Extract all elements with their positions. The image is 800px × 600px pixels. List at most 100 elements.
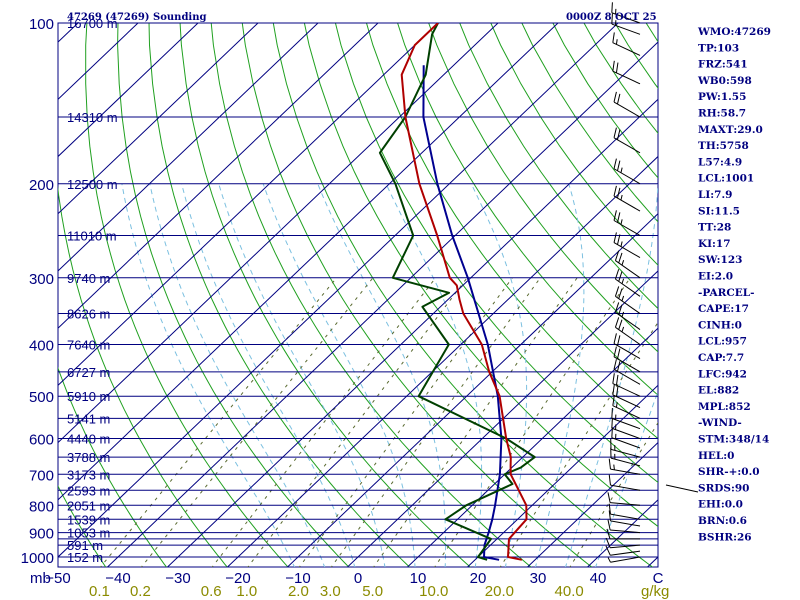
barb-staff (613, 195, 641, 212)
index-value: MAXT:29.0 (698, 124, 763, 136)
isotherm (526, 441, 658, 567)
barb-flag (616, 335, 621, 346)
height-label: 4440 m (67, 432, 110, 447)
wind-barb (611, 13, 641, 35)
index-value: SRDS:90 (698, 482, 750, 494)
wind-barb (608, 458, 641, 475)
moist-adiabat (564, 183, 658, 567)
temperature-label: 10 (410, 570, 427, 587)
barb-flag (613, 232, 617, 243)
barb-flag (614, 317, 620, 328)
barb-flag (614, 250, 620, 261)
parcel-line (422, 65, 503, 561)
barb-flag (613, 127, 617, 138)
wind-barb (612, 60, 641, 85)
index-value: PW:1.55 (698, 91, 746, 103)
barb-staff (610, 513, 641, 520)
isotherm (226, 155, 658, 567)
index-value: KI:17 (698, 238, 731, 250)
wind-barb (607, 556, 641, 563)
wind-barb (608, 510, 641, 527)
barb-flag (616, 160, 621, 171)
temperature-label: 20 (470, 570, 487, 587)
barb-staff (610, 556, 641, 563)
temperature-label: C (653, 570, 664, 587)
temperature-label: 40 (590, 570, 607, 587)
wind-barb (605, 537, 641, 549)
station-title: 47269 (47269) Sounding (67, 12, 207, 23)
wind-barb (614, 317, 641, 345)
index-value: SW:123 (698, 254, 742, 266)
mixing-ratio-line (330, 277, 541, 567)
wind-barb (611, 2, 641, 24)
temperature-label: 30 (530, 570, 547, 587)
height-label: 5910 m (67, 389, 110, 404)
barb-flag (613, 346, 617, 357)
wind-barb (614, 250, 641, 279)
barb-flag (614, 269, 620, 280)
barb-staff (610, 448, 641, 458)
pressure-label: 400 (29, 338, 54, 355)
wind-barb (611, 407, 641, 430)
dry-adiabat (751, 0, 800, 568)
height-label: 14310 m (67, 110, 118, 125)
barb-staff (610, 502, 641, 506)
barb-staff (615, 326, 641, 345)
bshr-pointer (665, 484, 699, 493)
barb-flag (616, 93, 621, 105)
wind-barb (613, 91, 641, 118)
moist-adiabat (218, 183, 386, 567)
index-value: STM:348/14 (698, 434, 769, 446)
index-value: LCL:957 (698, 336, 747, 348)
wind-barb (613, 158, 641, 185)
pressure-label: 700 (29, 467, 54, 484)
wind-barb (614, 286, 641, 314)
barb-flag (616, 234, 621, 245)
height-label: 11010 m (67, 228, 117, 243)
wind-barb (610, 438, 641, 458)
isotherm (286, 213, 658, 567)
pressure-label: 100 (29, 16, 54, 33)
barb-staff (615, 278, 641, 297)
barb-flag (613, 333, 617, 344)
index-value: TP:103 (698, 42, 739, 54)
barb-flag (615, 374, 619, 386)
barb-flag (611, 427, 613, 438)
wind-barb (612, 32, 641, 56)
index-value: HEL:0 (698, 450, 735, 462)
temperature-label: 0 (354, 570, 362, 587)
barb-flag (606, 528, 611, 540)
barb-staff (615, 311, 641, 330)
barb-flag (612, 373, 615, 384)
wind-barb (613, 210, 641, 236)
barb-staff (613, 168, 641, 185)
barb-half-flag (621, 260, 625, 266)
temperature-label: −20 (225, 570, 250, 587)
height-label: 2593 m (67, 483, 110, 498)
wind-barb (610, 447, 641, 467)
index-value: LCL:1001 (698, 173, 754, 185)
index-value: FRZ:541 (698, 59, 748, 71)
index-value: MPL:852 (698, 401, 751, 413)
index-value: RH:58.7 (698, 108, 746, 120)
barb-flag (612, 395, 615, 406)
barb-flag (612, 60, 615, 72)
index-value: EI:2.0 (698, 271, 733, 283)
barb-flag (614, 302, 620, 313)
height-label: 6727 m (67, 365, 110, 380)
wind-barbs (605, 2, 641, 563)
barb-staff (613, 242, 641, 259)
index-value: TH:5758 (698, 140, 749, 152)
barb-staff (612, 394, 641, 409)
mixing-ratio-label: 10.0 (419, 583, 448, 600)
barb-staff (610, 544, 641, 549)
wind-barb (613, 346, 641, 373)
mixing-ratio-line (569, 421, 658, 567)
isotherm (58, 23, 619, 558)
mixing-ratio-label: 5.0 (362, 583, 383, 600)
mixing-ratio-line (140, 277, 374, 567)
barb-half-flag (621, 311, 625, 318)
barb-flag (613, 158, 617, 169)
